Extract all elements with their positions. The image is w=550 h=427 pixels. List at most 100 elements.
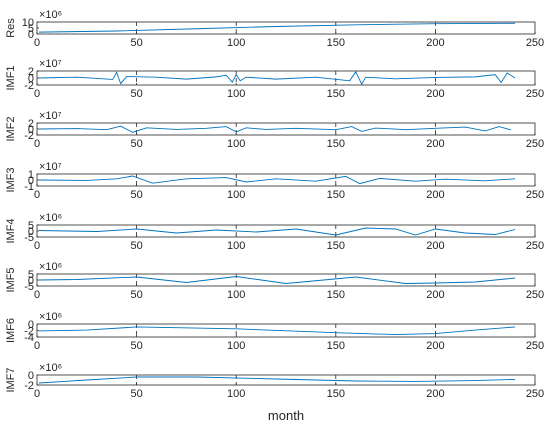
x-tick-label: 100	[227, 189, 245, 201]
x-tick-label: 100	[227, 88, 245, 100]
series-line	[38, 70, 516, 86]
axes-box	[36, 273, 536, 287]
y-tick-label: 0	[28, 275, 34, 287]
x-tick-label: 150	[327, 189, 345, 201]
x-tick-label: 150	[327, 289, 345, 301]
y-tick-label: -4	[24, 332, 34, 344]
y-tick-label: -5	[24, 232, 34, 244]
y-tick-label: 0	[28, 175, 34, 187]
y-tick-label: -5	[24, 281, 34, 293]
x-tick-label: 250	[526, 138, 544, 150]
y-tick-label: 0	[28, 226, 34, 238]
y-tick-label: 0	[28, 73, 34, 85]
y-tick-label: -2	[24, 380, 34, 392]
x-tick-label: 150	[327, 88, 345, 100]
series-line	[38, 175, 516, 185]
x-tick-label: 250	[526, 189, 544, 201]
x-tick-label: 150	[327, 37, 345, 49]
y-tick-label: 0	[28, 319, 34, 331]
x-tick-label: 200	[426, 388, 444, 400]
x-tick-label: 0	[34, 240, 40, 252]
panel-imf7: 0 50 100 150 200 250 -20 ×10⁶ IMF7	[5, 362, 544, 400]
x-tick-label: 250	[526, 240, 544, 252]
y-tick-label: -2	[24, 326, 34, 338]
y-axis-label: IMF3	[5, 167, 17, 192]
x-tick-label: 50	[130, 388, 142, 400]
panel-imf2: 0 50 100 150 200 250 -202 ×10⁷ IMF2	[5, 110, 544, 150]
series-line	[38, 276, 516, 284]
x-tick-label: 200	[426, 88, 444, 100]
panel-imf4: 0 50 100 150 200 250 -505 ×10⁶ IMF4	[5, 212, 544, 252]
axes-box	[36, 374, 536, 386]
exponent-label: ×10⁷	[39, 110, 62, 122]
x-tick-label: 100	[227, 37, 245, 49]
series-line	[38, 227, 516, 236]
x-tick-label: 50	[130, 138, 142, 150]
x-tick-label: 0	[34, 289, 40, 301]
exponent-label: ×10⁶	[39, 261, 62, 273]
panel-imf1: 0 50 100 150 200 250 -202 ×10⁷ IMF1	[5, 58, 544, 100]
x-tick-label: 100	[227, 138, 245, 150]
x-tick-label: 150	[327, 388, 345, 400]
panel-imf5: 0 50 100 150 200 250 -505 ×10⁶ IMF5	[5, 261, 544, 301]
series-line	[38, 326, 516, 336]
series-line	[38, 376, 516, 384]
y-tick-label: 0	[28, 370, 34, 382]
x-tick-label: 0	[34, 189, 40, 201]
y-tick-label: 1	[28, 169, 34, 181]
x-tick-label: 100	[227, 388, 245, 400]
x-tick-label: 150	[327, 240, 345, 252]
y-tick-label: 0	[28, 124, 34, 136]
exponent-label: ×10⁷	[39, 161, 62, 173]
exponent-label: ×10⁷	[39, 58, 62, 70]
x-tick-label: 200	[426, 289, 444, 301]
x-tick-label: 50	[130, 88, 142, 100]
y-tick-label: -2	[24, 130, 34, 142]
y-axis-label: IMF5	[5, 267, 17, 292]
x-tick-label: 0	[34, 88, 40, 100]
x-tick-label: 50	[130, 37, 142, 49]
x-tick-label: 50	[130, 240, 142, 252]
x-axis-label: month	[268, 408, 304, 423]
x-tick-label: 150	[327, 138, 345, 150]
y-tick-label: 2	[28, 118, 34, 130]
x-tick-label: 250	[526, 289, 544, 301]
x-tick-label: 200	[426, 138, 444, 150]
series-line	[38, 22, 516, 33]
y-tick-label: 0	[28, 29, 34, 41]
y-axis-label: IMF4	[5, 218, 17, 243]
x-tick-label: 200	[426, 240, 444, 252]
x-tick-label: 250	[526, 88, 544, 100]
axes-box	[36, 70, 536, 86]
x-tick-label: 100	[227, 240, 245, 252]
panel-imf6: 0 50 100 150 200 250 -4-20 ×10⁶ IMF6	[5, 311, 544, 352]
y-axis-label: IMF6	[5, 318, 17, 343]
x-tick-label: 250	[526, 37, 544, 49]
x-tick-label: 200	[426, 37, 444, 49]
x-tick-label: 0	[34, 340, 40, 352]
exponent-label: ×10⁶	[39, 311, 62, 323]
y-axis-label: IMF1	[5, 65, 17, 90]
panel-imf3: 0 50 100 150 200 250 -101 ×10⁷ IMF3	[5, 161, 544, 201]
exponent-label: ×10⁶	[39, 9, 62, 21]
y-tick-label: 5	[28, 23, 34, 35]
x-tick-label: 250	[526, 340, 544, 352]
x-tick-label: 50	[130, 189, 142, 201]
x-tick-label: 50	[130, 340, 142, 352]
series-line	[38, 125, 512, 133]
x-tick-label: 0	[34, 138, 40, 150]
x-tick-label: 0	[34, 388, 40, 400]
x-tick-label: 0	[34, 37, 40, 49]
x-tick-label: 100	[227, 340, 245, 352]
y-tick-label: -2	[24, 80, 34, 92]
y-axis-label: IMF2	[5, 116, 17, 141]
x-tick-label: 100	[227, 289, 245, 301]
y-tick-label: 10	[22, 17, 34, 29]
y-tick-label: 5	[28, 269, 34, 281]
exponent-label: ×10⁶	[39, 362, 62, 374]
x-tick-label: 200	[426, 189, 444, 201]
exponent-label: ×10⁶	[39, 212, 62, 224]
y-tick-label: -1	[24, 181, 34, 193]
